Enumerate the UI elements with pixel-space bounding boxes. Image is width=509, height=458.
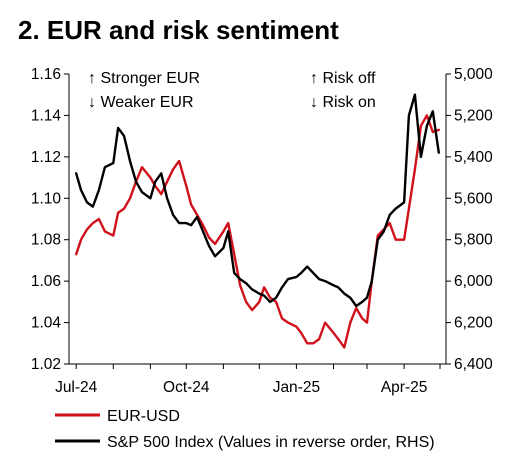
x-tick-label: Jan-25	[273, 379, 320, 396]
annotation-stronger-eur: ↑ Stronger EUR	[88, 70, 200, 87]
left-tick-label: 1.02	[31, 356, 61, 373]
right-tick-label: 5,800	[454, 232, 493, 249]
left-tick-label: 1.04	[31, 315, 62, 332]
annotation-weaker-eur: ↓ Weaker EUR	[88, 94, 194, 111]
x-tick-label: Oct-24	[163, 379, 210, 396]
right-tick-label: 6,200	[454, 315, 493, 332]
left-tick-label: 1.14	[31, 107, 62, 124]
right-tick-label: 6,000	[454, 273, 493, 290]
x-tick-label: Apr-25	[381, 379, 428, 396]
annotation-risk-off: ↑ Risk off	[310, 70, 376, 87]
right-tick-label: 5,600	[454, 190, 493, 207]
legend-label-spx: S&P 500 Index (Values in reverse order, …	[107, 434, 435, 451]
left-tick-label: 1.12	[31, 149, 61, 166]
right-tick-label: 5,400	[454, 149, 493, 166]
legend-label-eurusd: EUR-USD	[107, 408, 180, 425]
series-line-spx	[74, 93, 440, 308]
x-tick-label: Jul-24	[55, 379, 98, 396]
left-tick-label: 1.06	[31, 273, 61, 290]
right-tick-label: 6,400	[454, 356, 493, 373]
chart-title: 2. EUR and risk sentiment	[18, 15, 339, 45]
annotation-risk-on: ↓ Risk on	[310, 94, 376, 111]
left-tick-label: 1.10	[31, 190, 62, 207]
right-tick-label: 5,200	[454, 107, 493, 124]
left-tick-label: 1.08	[31, 232, 61, 249]
left-tick-label: 1.16	[31, 66, 61, 83]
right-tick-label: 5,000	[454, 66, 493, 83]
